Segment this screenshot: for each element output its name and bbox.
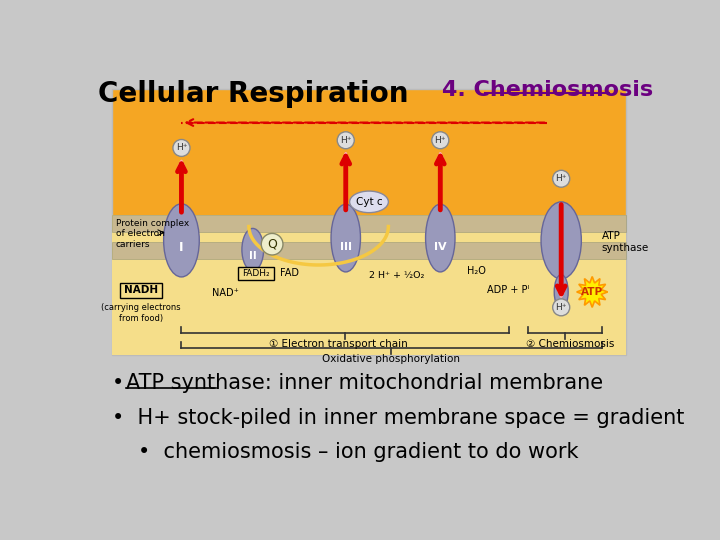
Text: 4. Chemiosmosis: 4. Chemiosmosis <box>441 80 653 100</box>
Circle shape <box>553 299 570 316</box>
Ellipse shape <box>242 228 264 271</box>
Text: NAD⁺: NAD⁺ <box>212 288 239 298</box>
Bar <box>112 242 626 259</box>
Text: ② Chemiosmosis: ② Chemiosmosis <box>526 339 615 349</box>
Text: ADP + Pᴵ: ADP + Pᴵ <box>487 285 530 295</box>
Text: Cyt c: Cyt c <box>356 197 382 207</box>
Circle shape <box>261 233 283 255</box>
Ellipse shape <box>163 204 199 277</box>
Text: 2 H⁺ + ½O₂: 2 H⁺ + ½O₂ <box>369 271 425 280</box>
Circle shape <box>432 132 449 148</box>
Text: H⁺: H⁺ <box>176 144 187 152</box>
Text: H⁺: H⁺ <box>555 303 567 312</box>
Text: FADH₂: FADH₂ <box>242 269 270 278</box>
Ellipse shape <box>331 204 361 272</box>
Circle shape <box>553 170 570 187</box>
Text: ATP: ATP <box>581 287 603 297</box>
Ellipse shape <box>350 191 388 213</box>
Text: ATP synthase: inner mitochondrial membrane: ATP synthase: inner mitochondrial membra… <box>126 373 603 393</box>
Bar <box>112 90 626 355</box>
Text: ① Electron transport chain: ① Electron transport chain <box>269 339 408 349</box>
Ellipse shape <box>426 204 455 272</box>
Text: •  chemiosmosis – ion gradient to do work: • chemiosmosis – ion gradient to do work <box>138 442 579 462</box>
Text: H⁺: H⁺ <box>340 136 351 145</box>
FancyBboxPatch shape <box>238 267 274 280</box>
Text: NADH: NADH <box>124 286 158 295</box>
Circle shape <box>173 139 190 157</box>
Polygon shape <box>577 276 608 307</box>
Text: •  H+ stock-piled in inner membrane space = gradient: • H+ stock-piled in inner membrane space… <box>112 408 684 428</box>
Text: (carrying electrons
from food): (carrying electrons from food) <box>102 303 181 323</box>
Text: H⁺: H⁺ <box>435 136 446 145</box>
Text: ATP
synthase: ATP synthase <box>601 231 649 253</box>
Text: •: • <box>112 373 124 393</box>
Bar <box>112 215 626 355</box>
Text: Cellular Respiration: Cellular Respiration <box>97 80 408 108</box>
Text: IV: IV <box>434 242 446 252</box>
Ellipse shape <box>554 275 568 309</box>
Text: H⁺: H⁺ <box>555 174 567 183</box>
Text: Q: Q <box>267 238 277 251</box>
Text: I: I <box>179 241 184 254</box>
Ellipse shape <box>541 202 581 279</box>
Text: III: III <box>340 242 352 252</box>
Text: H₂O: H₂O <box>467 266 485 276</box>
Circle shape <box>337 132 354 148</box>
Text: Protein complex
of electron
carriers: Protein complex of electron carriers <box>116 219 189 248</box>
Bar <box>112 215 626 232</box>
Text: II: II <box>249 251 256 261</box>
Text: Oxidative phosphorylation: Oxidative phosphorylation <box>323 354 461 364</box>
FancyBboxPatch shape <box>120 284 162 298</box>
Text: FAD: FAD <box>281 268 300 279</box>
